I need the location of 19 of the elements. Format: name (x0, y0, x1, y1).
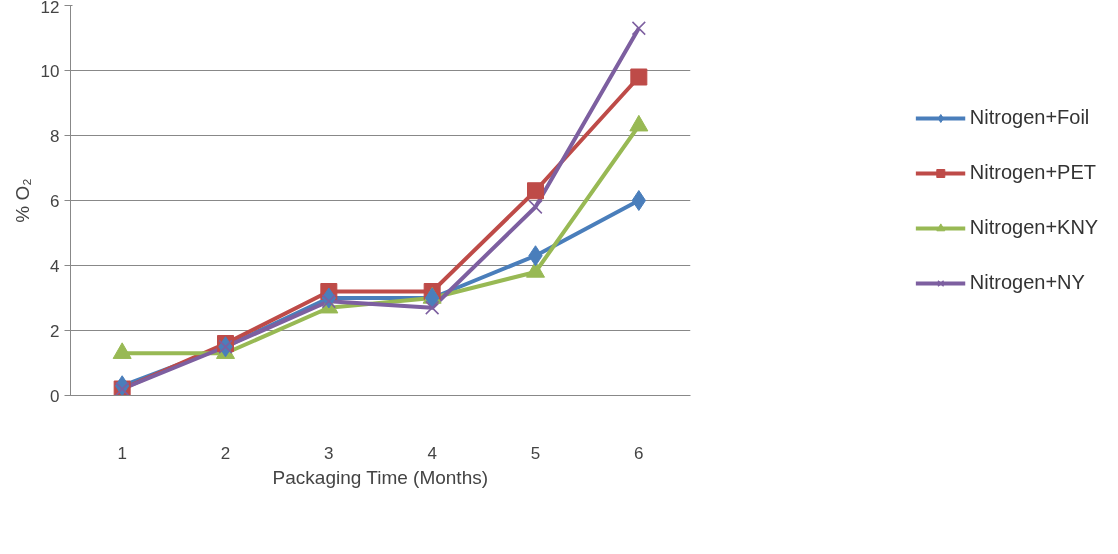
x-tick-label: 1 (117, 443, 127, 463)
x-tick-label: 2 (220, 443, 231, 463)
y-tick-label: 4 (50, 256, 60, 276)
x-tick-label: 3 (324, 443, 334, 463)
x-tick-label: 6 (634, 443, 644, 463)
y-tick-label: 8 (50, 126, 60, 146)
y-axis-title: % O₂ (11, 178, 33, 223)
y-tick-label: 0 (50, 386, 60, 406)
y-tick-label: 10 (40, 61, 60, 81)
legend-label: Nitrogen+NY (969, 271, 1085, 294)
legend-label: Nitrogen+Foil (969, 106, 1090, 129)
y-tick-label: 6 (50, 191, 60, 211)
x-tick-label: 5 (530, 443, 541, 463)
y-tick-label: 2 (50, 321, 60, 341)
legend-label: Nitrogen+KNY (969, 216, 1099, 239)
legend-label: Nitrogen+PET (969, 161, 1096, 184)
y-tick-label: 12 (40, 0, 60, 17)
x-axis-title: Packaging Time (Months) (272, 466, 489, 488)
x-tick-label: 4 (427, 443, 437, 463)
